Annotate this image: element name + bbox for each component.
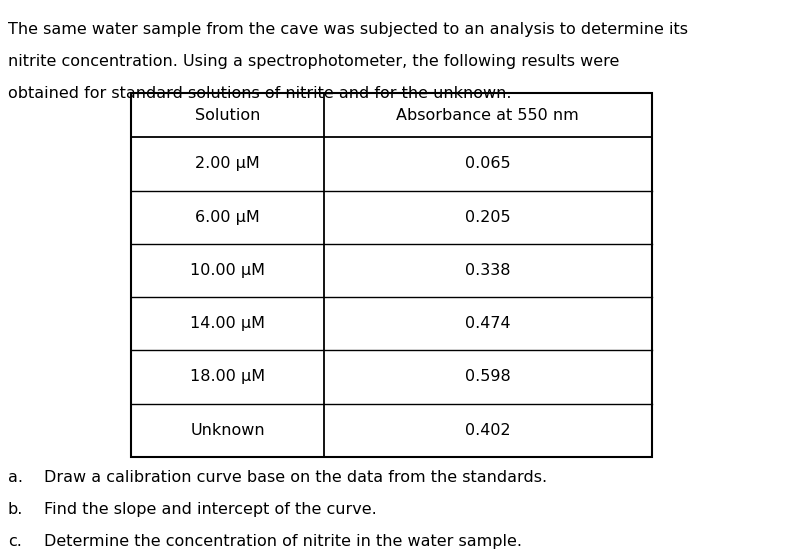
- Text: b.: b.: [8, 502, 23, 517]
- Text: 0.338: 0.338: [465, 263, 510, 278]
- Text: c.: c.: [8, 534, 21, 549]
- Text: a.: a.: [8, 470, 23, 485]
- Text: 0.474: 0.474: [465, 316, 510, 331]
- Bar: [131, 93, 652, 457]
- Text: obtained for standard solutions of nitrite and for the unknown.: obtained for standard solutions of nitri…: [8, 86, 511, 100]
- Text: Solution: Solution: [195, 108, 260, 123]
- Text: Draw a calibration curve base on the data from the standards.: Draw a calibration curve base on the dat…: [44, 470, 547, 485]
- Text: 14.00 μM: 14.00 μM: [190, 316, 265, 331]
- Text: 0.065: 0.065: [465, 156, 510, 171]
- Text: nitrite concentration. Using a spectrophotometer, the following results were: nitrite concentration. Using a spectroph…: [8, 54, 619, 69]
- Text: Find the slope and intercept of the curve.: Find the slope and intercept of the curv…: [44, 502, 377, 517]
- Text: 18.00 μM: 18.00 μM: [190, 369, 265, 384]
- Text: Determine the concentration of nitrite in the water sample.: Determine the concentration of nitrite i…: [44, 534, 522, 549]
- Text: 2.00 μM: 2.00 μM: [195, 156, 260, 171]
- Text: 6.00 μM: 6.00 μM: [195, 210, 260, 225]
- Text: 0.402: 0.402: [465, 423, 510, 438]
- Text: 10.00 μM: 10.00 μM: [190, 263, 265, 278]
- Text: The same water sample from the cave was subjected to an analysis to determine it: The same water sample from the cave was …: [8, 22, 688, 37]
- Text: 0.205: 0.205: [465, 210, 510, 225]
- Text: 0.598: 0.598: [465, 369, 510, 384]
- Text: Unknown: Unknown: [190, 423, 265, 438]
- Text: Absorbance at 550 nm: Absorbance at 550 nm: [397, 108, 580, 123]
